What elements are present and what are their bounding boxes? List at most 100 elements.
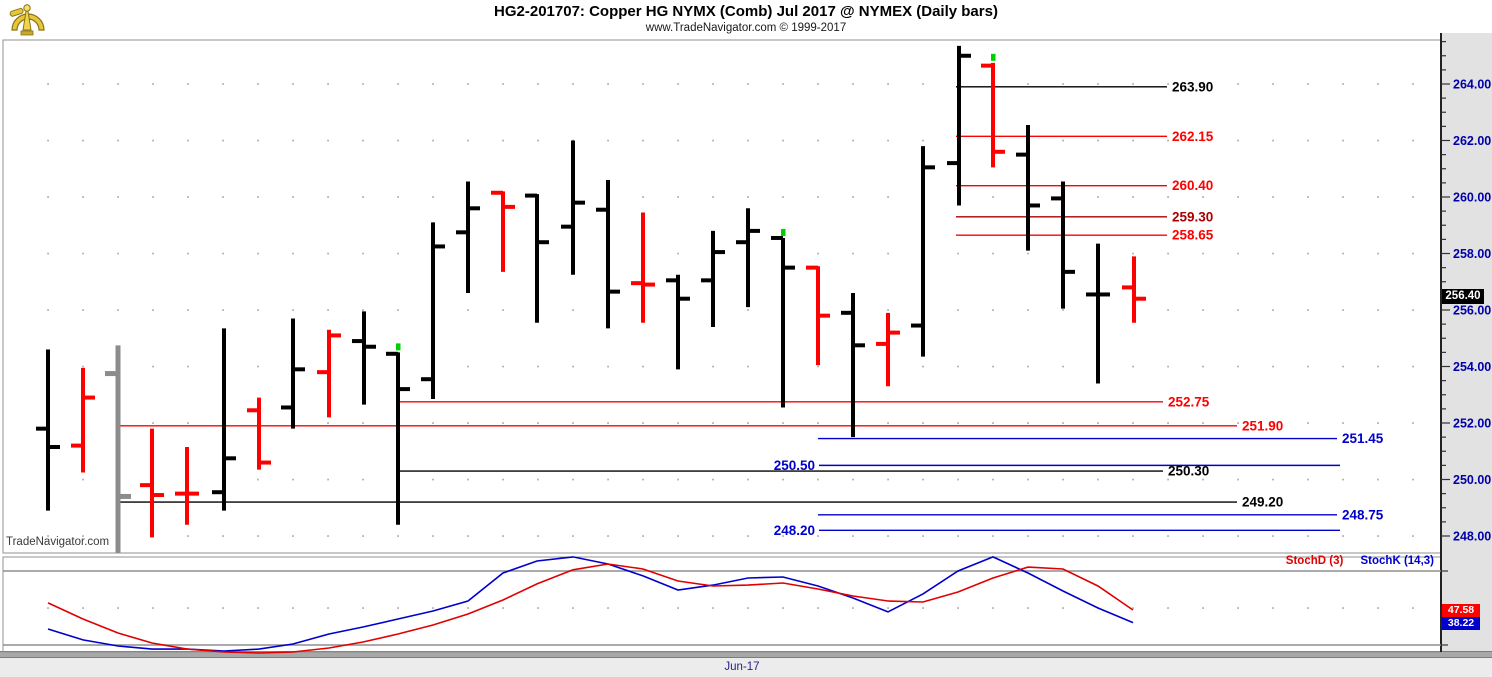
stoch-grid-dot: [817, 607, 819, 609]
grid-dot: [397, 83, 399, 85]
grid-dot: [362, 252, 364, 255]
grid-dot: [572, 535, 574, 537]
grid-dot: [1097, 478, 1099, 481]
grid-dot: [817, 139, 819, 142]
grid-dot: [397, 196, 399, 198]
grid-dot: [572, 422, 574, 424]
grid-dot: [1167, 196, 1169, 198]
grid-dot: [1377, 422, 1379, 424]
grid-dot: [1307, 535, 1309, 537]
grid-dot: [992, 422, 994, 424]
grid-dot: [1237, 365, 1239, 368]
grid-dot: [82, 309, 84, 311]
current-price-badge: 256.40: [1442, 289, 1484, 304]
grid-dot: [992, 252, 994, 255]
grid-dot: [607, 365, 609, 368]
grid-dot: [642, 478, 644, 481]
grid-dot: [1342, 309, 1344, 311]
grid-dot: [1132, 252, 1134, 255]
grid-dot: [1167, 422, 1169, 424]
grid-dot: [257, 478, 259, 481]
grid-dot: [537, 422, 539, 424]
grid-dot: [362, 422, 364, 424]
price-axis-label: 256.00: [1453, 304, 1491, 318]
stoch-grid-dot: [432, 607, 434, 609]
grid-dot: [1237, 196, 1239, 198]
stoch-grid-dot: [222, 607, 224, 609]
price-axis-label: 262.00: [1453, 134, 1491, 148]
grid-dot: [1027, 309, 1029, 311]
stoch-grid-dot: [362, 607, 364, 609]
grid-dot: [152, 365, 154, 368]
grid-dot: [782, 196, 784, 198]
grid-dot: [117, 196, 119, 198]
grid-dot: [1342, 422, 1344, 424]
grid-dot: [362, 139, 364, 142]
grid-dot: [607, 535, 609, 537]
grid-dot: [1307, 478, 1309, 481]
grid-dot: [677, 252, 679, 255]
grid-dot: [1062, 83, 1064, 85]
grid-dot: [1377, 309, 1379, 311]
grid-dot: [1202, 252, 1204, 255]
price-level-label: 249.20: [1242, 495, 1283, 510]
grid-dot: [467, 365, 469, 368]
price-level-label: 250.50: [774, 458, 815, 473]
price-axis-strip[interactable]: [1441, 33, 1492, 652]
grid-dot: [187, 535, 189, 537]
grid-dot: [607, 83, 609, 85]
grid-dot: [152, 309, 154, 311]
grid-dot: [1132, 83, 1134, 85]
grid-dot: [1237, 478, 1239, 481]
stoch-grid-dot: [1132, 607, 1134, 609]
grid-dot: [957, 535, 959, 537]
grid-dot: [1377, 252, 1379, 255]
grid-dot: [1202, 478, 1204, 481]
grid-dot: [1272, 365, 1274, 368]
grid-dot: [1342, 365, 1344, 368]
stoch-grid-dot: [502, 607, 504, 609]
grid-dot: [1062, 139, 1064, 142]
grid-dot: [747, 422, 749, 424]
grid-dot: [257, 139, 259, 142]
grid-dot: [1027, 365, 1029, 368]
grid-dot: [1132, 196, 1134, 198]
stoch-grid-dot: [572, 607, 574, 609]
grid-dot: [1377, 139, 1379, 142]
grid-dot: [327, 83, 329, 85]
grid-dot: [1132, 422, 1134, 424]
grid-dot: [432, 139, 434, 142]
grid-dot: [432, 83, 434, 85]
grid-dot: [362, 309, 364, 311]
grid-dot: [257, 365, 259, 368]
grid-dot: [1027, 252, 1029, 255]
grid-dot: [1342, 196, 1344, 198]
grid-dot: [1272, 83, 1274, 85]
price-axis-label: 258.00: [1453, 247, 1491, 261]
grid-dot: [222, 309, 224, 311]
stochk-line: [47, 556, 1134, 652]
grid-dot: [1272, 309, 1274, 311]
grid-dot: [47, 252, 49, 255]
grid-dot: [292, 535, 294, 537]
grid-dot: [1272, 422, 1274, 424]
grid-dot: [47, 83, 49, 85]
price-axis-label: 260.00: [1453, 191, 1491, 205]
grid-dot: [992, 478, 994, 481]
price-level-label: 248.20: [774, 523, 815, 538]
grid-dot: [187, 365, 189, 368]
stoch-grid-dot: [152, 607, 154, 609]
date-axis-strip[interactable]: [0, 658, 1492, 677]
grid-dot: [1202, 422, 1204, 424]
grid-dot: [1412, 196, 1414, 198]
grid-dot: [677, 196, 679, 198]
grid-dot: [1202, 365, 1204, 368]
grid-dot: [747, 139, 749, 142]
grid-dot: [1307, 139, 1309, 142]
grid-dot: [397, 535, 399, 537]
grid-dot: [1307, 365, 1309, 368]
grid-dot: [537, 535, 539, 537]
grid-dot: [1097, 422, 1099, 424]
grid-dot: [82, 365, 84, 368]
